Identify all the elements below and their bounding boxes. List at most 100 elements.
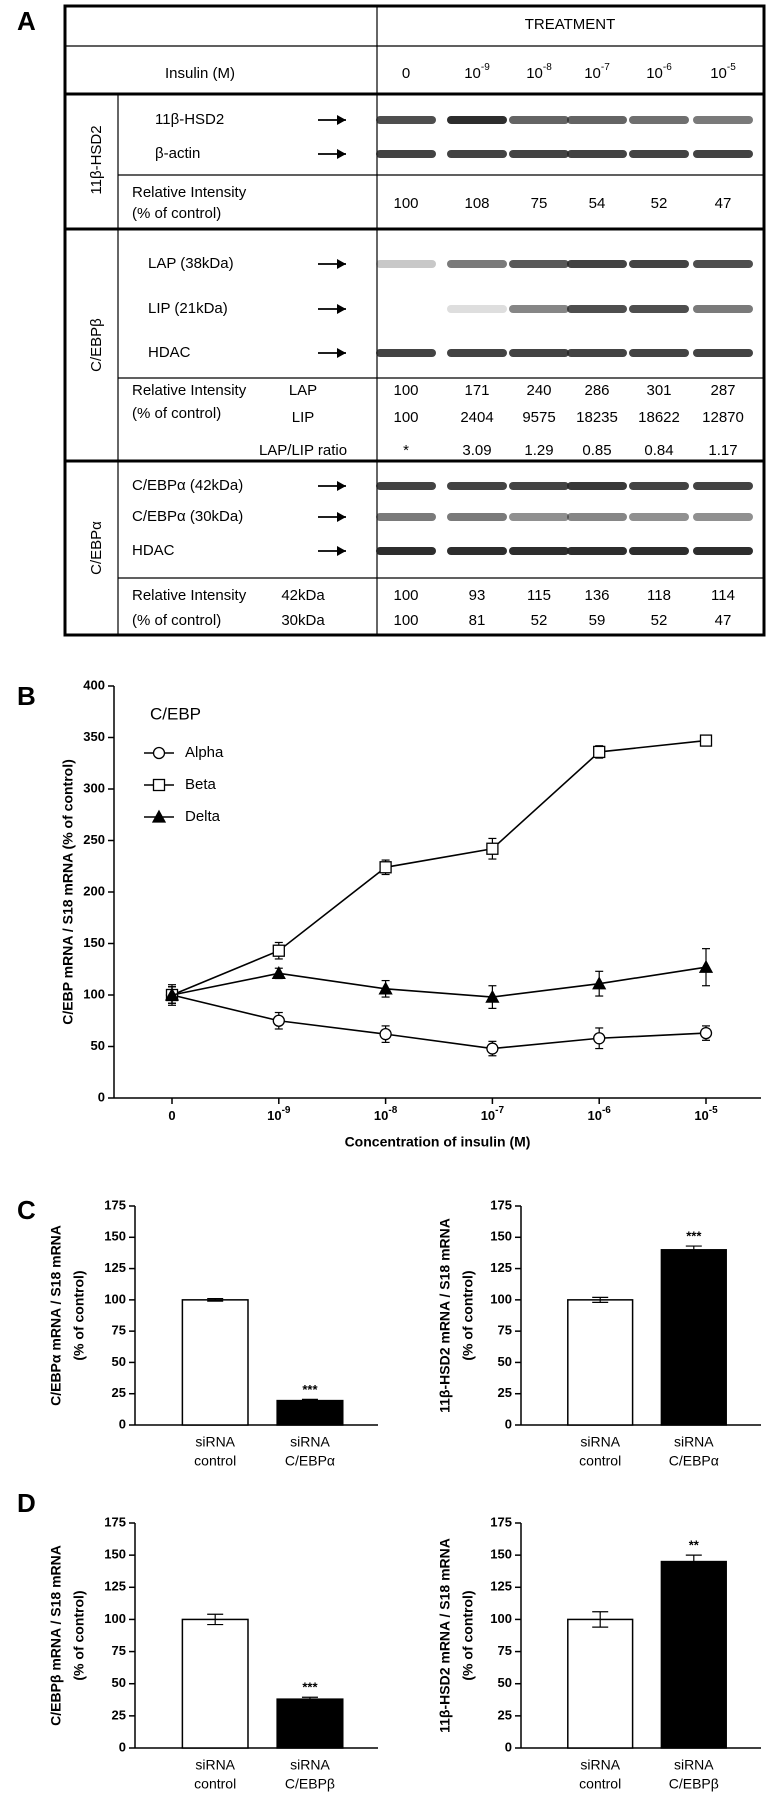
arrow-head (337, 259, 346, 269)
panel-label: D (17, 1488, 36, 1518)
data-point (698, 959, 714, 973)
x-tick-label: C/EBPβ (669, 1776, 719, 1792)
blot-band (567, 116, 627, 124)
arrow-head (337, 149, 346, 159)
blot-band (447, 150, 507, 158)
blot-band (376, 116, 436, 124)
blot-band (629, 547, 689, 555)
power-label: 10-6 (588, 1105, 612, 1124)
cell-value: 115 (527, 587, 551, 604)
legend-marker (151, 809, 167, 823)
cell-value: 100 (393, 195, 418, 212)
power-label: 10-5 (710, 62, 736, 82)
legend-label: Alpha (185, 744, 224, 761)
y-axis-label: C/EBP mRNA / S18 mRNA (% of control) (60, 759, 76, 1025)
cell-value: 12870 (702, 409, 744, 426)
row-name: LAP (289, 382, 317, 399)
cell-value: 0.85 (582, 442, 611, 459)
cell-value: 54 (589, 195, 606, 212)
blot-band (509, 260, 569, 268)
y-axis-label: (% of control) (460, 1590, 476, 1680)
blot-band (567, 513, 627, 521)
power-base: 10 (481, 1108, 495, 1123)
x-tick-label: siRNA (674, 1757, 714, 1773)
band-label: HDAC (148, 344, 191, 361)
y-tick-label: 150 (104, 1229, 126, 1244)
y-tick-label: 350 (83, 729, 105, 744)
blot-band (567, 260, 627, 268)
panel-label: A (17, 6, 36, 36)
blot-band (693, 260, 753, 268)
x-tick-label: C/EBPβ (285, 1776, 335, 1792)
blot-band (509, 150, 569, 158)
y-tick-label: 125 (104, 1260, 126, 1275)
y-tick-label: 25 (498, 1385, 512, 1400)
blot-band (447, 260, 507, 268)
blot-band (693, 116, 753, 124)
intensity-label: Relative Intensity (132, 184, 247, 201)
x-axis-label: Concentration of insulin (M) (345, 1134, 531, 1150)
blot-band (693, 349, 753, 357)
cell-value: 81 (469, 612, 486, 629)
legend-label: Delta (185, 808, 221, 825)
band-label: β-actin (155, 145, 200, 162)
power-base: 10 (694, 1108, 708, 1123)
y-tick-label: 200 (83, 883, 105, 898)
band-label: HDAC (132, 542, 175, 559)
power-base: 10 (267, 1108, 281, 1123)
power-exponent: -5 (727, 62, 736, 73)
y-tick-label: 75 (498, 1643, 512, 1658)
cell-value: 18622 (638, 409, 680, 426)
blot-band (509, 513, 569, 521)
band-label: 11β-HSD2 (155, 111, 224, 128)
y-tick-label: 0 (98, 1089, 105, 1104)
cell-value: 75 (531, 195, 548, 212)
data-point (272, 1014, 285, 1027)
row-name: 42kDa (281, 587, 325, 604)
y-tick-label: 75 (112, 1643, 126, 1658)
power-base: 10 (646, 65, 663, 82)
blot-band (629, 349, 689, 357)
series-line (171, 739, 707, 996)
blot-band (567, 305, 627, 313)
power-label: 10-9 (267, 1105, 291, 1124)
row-name: 30kDa (281, 612, 325, 629)
significance: *** (302, 1382, 318, 1397)
y-tick-label: 75 (112, 1323, 126, 1338)
x-tick-label: siRNA (195, 1757, 235, 1773)
power-label: 10-8 (526, 62, 552, 82)
blot-band (567, 150, 627, 158)
blot-band (629, 260, 689, 268)
x-tick-label: control (194, 1453, 236, 1469)
data-point (486, 842, 499, 855)
intensity-label: Relative Intensity (132, 587, 247, 604)
x-tick-label: control (194, 1776, 236, 1792)
cell-value: 118 (647, 587, 671, 604)
y-tick-label: 100 (83, 986, 105, 1001)
band-label: C/EBPα (30kDa) (132, 508, 243, 525)
cell-value: 2404 (460, 409, 493, 426)
section-label: 11β-HSD2 (88, 125, 105, 194)
cell-value: 136 (584, 587, 609, 604)
power-label: 10-7 (481, 1105, 505, 1124)
cell-value: 1.29 (524, 442, 553, 459)
blot-band (447, 305, 507, 313)
y-axis-label: (% of control) (71, 1590, 87, 1680)
blot-band (376, 513, 436, 521)
y-tick-label: 100 (104, 1291, 126, 1306)
table-header: TREATMENT (525, 16, 616, 33)
arrow-head (337, 481, 346, 491)
data-point (271, 966, 286, 980)
power-exponent: -7 (495, 1105, 504, 1116)
cell-value: 47 (715, 612, 732, 629)
power-exponent: -8 (388, 1105, 397, 1116)
bar (567, 1618, 634, 1749)
arrow-head (337, 348, 346, 358)
blot-band (693, 547, 753, 555)
row-header: Insulin (M) (165, 65, 235, 82)
blot-band (376, 482, 436, 490)
y-tick-label: 125 (490, 1260, 512, 1275)
power-exponent: -6 (663, 62, 672, 73)
cell-value: 286 (584, 382, 609, 399)
